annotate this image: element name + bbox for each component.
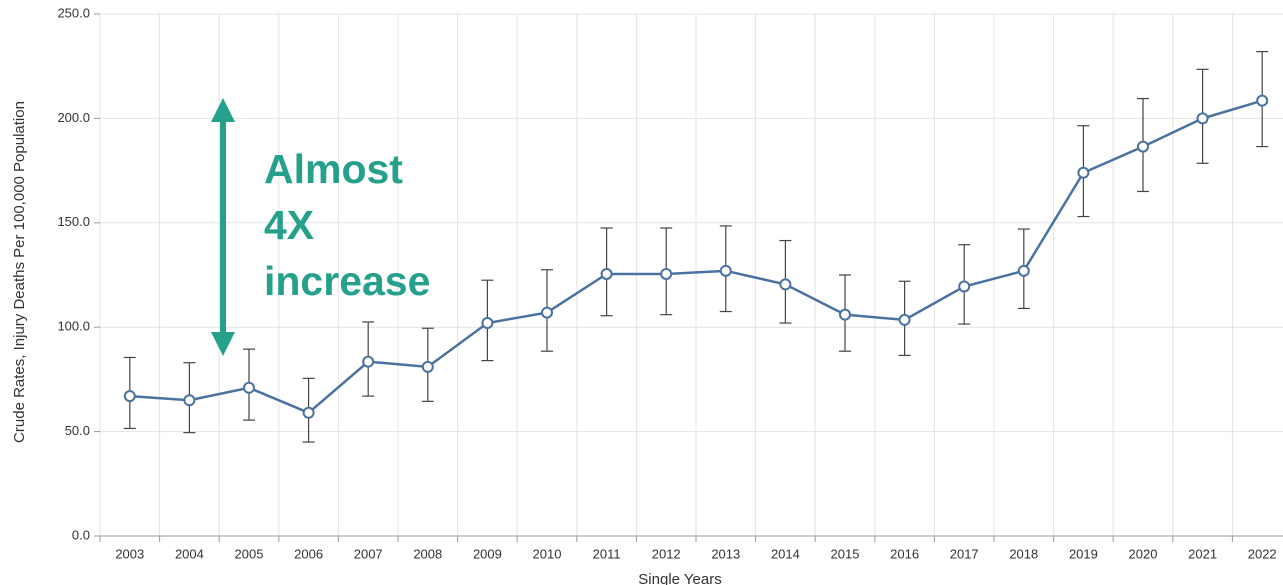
- y-tick-label: 200.0: [57, 110, 90, 125]
- y-tick-label: 150.0: [57, 214, 90, 229]
- x-tick-label: 2022: [1248, 546, 1277, 561]
- y-tick-label: 0.0: [72, 527, 90, 542]
- data-point: [541, 306, 553, 319]
- data-point: [123, 390, 136, 403]
- x-tick-label: 2015: [831, 546, 860, 561]
- x-tick-label: 2007: [354, 546, 383, 561]
- x-tick-label: 2014: [771, 546, 800, 561]
- y-tick-label: 50.0: [65, 423, 90, 438]
- data-point: [600, 267, 613, 280]
- data-point: [481, 317, 494, 330]
- y-tick-label: 250.0: [57, 5, 90, 20]
- x-tick-label: 2021: [1188, 546, 1217, 561]
- x-tick-label: 2006: [294, 546, 323, 561]
- x-tick-label: 2016: [890, 546, 919, 561]
- data-point: [660, 267, 673, 280]
- data-point: [719, 264, 732, 277]
- data-point: [779, 278, 792, 291]
- data-point: [1256, 94, 1269, 107]
- x-axis-label: Single Years: [638, 571, 721, 585]
- x-tick-label: 2004: [175, 546, 204, 561]
- x-tick-label: 2009: [473, 546, 502, 561]
- annotation: Almost: [264, 146, 403, 192]
- annotation: increase: [264, 258, 430, 304]
- x-tick-label: 2005: [235, 546, 264, 561]
- x-tick-label: 2020: [1129, 546, 1158, 561]
- x-tick-label: 2003: [115, 546, 144, 561]
- data-point: [243, 381, 255, 394]
- x-tick-label: 2010: [533, 546, 562, 561]
- x-tick-label: 2019: [1069, 546, 1098, 561]
- data-point: [898, 313, 911, 326]
- arrow-head: [211, 98, 235, 122]
- annotation: 4X: [264, 202, 314, 248]
- x-tick-label: 2018: [1009, 546, 1038, 561]
- x-tick-label: 2012: [652, 546, 681, 561]
- data-point: [1017, 264, 1030, 277]
- x-tick-label: 2017: [950, 546, 979, 561]
- data-point: [302, 406, 315, 419]
- data-point: [362, 355, 375, 368]
- data-point: [421, 360, 434, 373]
- data-point: [839, 308, 851, 321]
- data-point: [1077, 166, 1090, 179]
- arrow-head: [211, 332, 235, 356]
- x-tick-label: 2011: [593, 546, 621, 561]
- data-point: [1196, 112, 1209, 125]
- data-point: [958, 280, 971, 293]
- x-tick-label: 2008: [413, 546, 442, 561]
- x-tick-label: 2013: [711, 546, 740, 561]
- data-line: [129, 99, 1263, 415]
- data-point: [1137, 140, 1149, 153]
- y-tick-label: 100.0: [57, 319, 90, 334]
- data-point: [183, 394, 196, 407]
- y-axis-label: Crude Rates, Injury Deaths Per 100,000 P…: [11, 101, 28, 443]
